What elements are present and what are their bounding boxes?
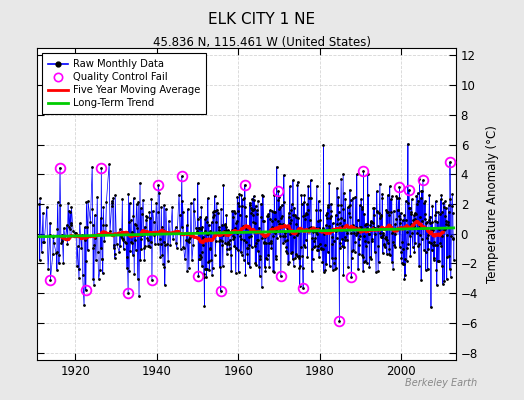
Y-axis label: Temperature Anomaly (°C): Temperature Anomaly (°C) [486,125,499,283]
Legend: Raw Monthly Data, Quality Control Fail, Five Year Moving Average, Long-Term Tren: Raw Monthly Data, Quality Control Fail, … [42,53,206,114]
Text: 45.836 N, 115.461 W (United States): 45.836 N, 115.461 W (United States) [153,36,371,49]
Text: Berkeley Earth: Berkeley Earth [405,378,477,388]
Text: ELK CITY 1 NE: ELK CITY 1 NE [209,12,315,27]
